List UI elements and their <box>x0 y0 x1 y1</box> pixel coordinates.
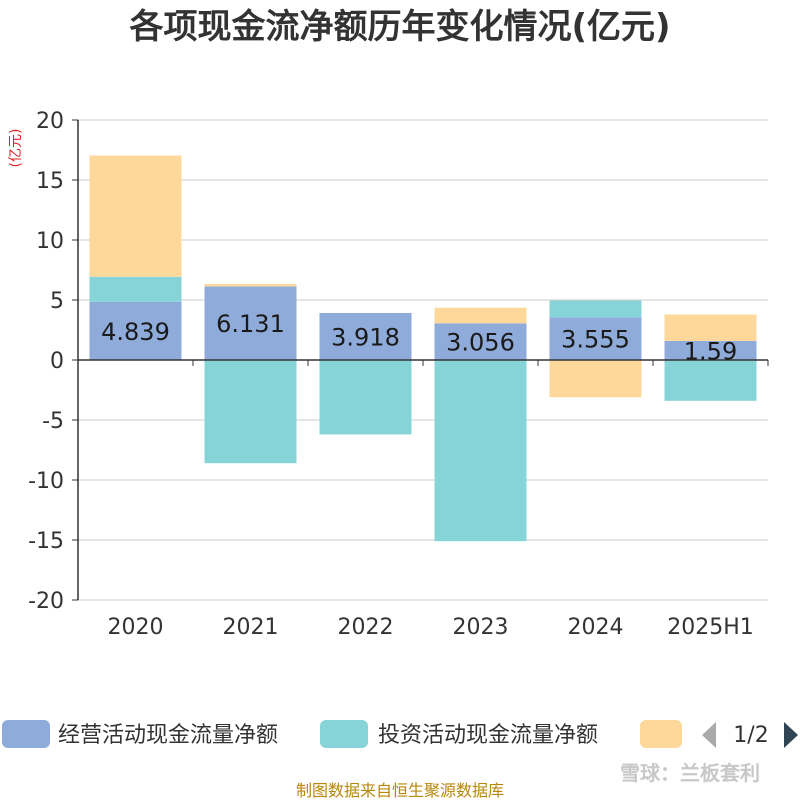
data-label: 3.056 <box>446 329 515 357</box>
bar-series1-2024[interactable] <box>549 300 642 318</box>
bar-series0-2023[interactable] <box>434 323 527 360</box>
legend-item-investing[interactable]: 投资活动现金流量净额 <box>320 720 598 748</box>
x-category-label: 2025H1 <box>667 615 754 640</box>
bar-series1-2022[interactable] <box>319 360 412 435</box>
bar-series2-2025H1[interactable] <box>664 314 757 341</box>
bar-series1-2023[interactable] <box>434 360 527 542</box>
y-tick-label: -15 <box>28 529 64 554</box>
x-category-label: 2020 <box>108 615 164 640</box>
legend-item-financing[interactable] <box>640 720 682 748</box>
bar-series0-2021[interactable] <box>204 286 297 360</box>
bars <box>89 155 757 542</box>
legend: 经营活动现金流量净额 投资活动现金流量净额 1/2 <box>2 720 798 748</box>
watermark: 雪球：兰板套利 <box>620 761 760 785</box>
y-tick-label: 15 <box>36 169 64 194</box>
bar-series0-2022[interactable] <box>319 312 412 360</box>
legend-swatch-financing <box>640 720 682 748</box>
bar-series2-2024[interactable] <box>549 360 642 398</box>
y-tick-label: 0 <box>50 349 64 374</box>
data-labels: 4.839 6.131 3.918 3.056 3.555 1.59 <box>101 310 737 365</box>
x-category-label: 2022 <box>338 615 394 640</box>
bar-series1-2025H1[interactable] <box>664 360 757 401</box>
legend-prev-icon[interactable] <box>702 722 716 748</box>
data-label: 3.555 <box>561 326 630 354</box>
x-category-label: 2023 <box>453 615 509 640</box>
data-label: 6.131 <box>216 310 285 338</box>
bar-series0-2024[interactable] <box>549 317 642 360</box>
chart-title: 各项现金流净额历年变化情况(亿元) <box>129 7 670 47</box>
axes <box>77 120 769 600</box>
data-source: 制图数据来自恒生聚源数据库 <box>296 781 504 800</box>
legend-label-investing: 投资活动现金流量净额 <box>378 723 598 748</box>
y-tick-label: 10 <box>36 229 64 254</box>
data-label: 3.918 <box>331 323 400 351</box>
bar-series0-2025H1[interactable] <box>664 340 757 360</box>
y-tick-label: 20 <box>36 109 64 134</box>
legend-item-operating[interactable]: 经营活动现金流量净额 <box>2 720 278 748</box>
y-tick-label: -20 <box>28 589 64 614</box>
y-axis-ticks: 20 15 10 5 0 -5 -10 -15 -20 <box>28 109 78 614</box>
gridlines <box>78 119 768 601</box>
y-tick-label: -10 <box>28 469 64 494</box>
x-category-label: 2024 <box>568 615 624 640</box>
y-axis-unit: (亿元) <box>8 129 24 168</box>
y-tick-label: -5 <box>42 409 64 434</box>
legend-swatch-investing <box>320 720 368 748</box>
legend-label-operating: 经营活动现金流量净额 <box>58 723 278 748</box>
bar-series2-2021[interactable] <box>204 284 297 287</box>
legend-next-icon[interactable] <box>784 722 798 748</box>
bar-series1-2021[interactable] <box>204 360 297 464</box>
data-label: 1.59 <box>684 337 737 365</box>
bar-series1-2020[interactable] <box>89 276 182 302</box>
y-tick-label: 5 <box>50 289 64 314</box>
bar-series0-2020[interactable] <box>89 301 182 360</box>
x-category-label: 2021 <box>223 615 279 640</box>
bar-series2-2023[interactable] <box>434 307 527 324</box>
legend-swatch-operating <box>2 720 50 748</box>
data-label: 4.839 <box>101 318 170 346</box>
legend-page-indicator: 1/2 <box>733 723 768 748</box>
x-axis-categories: 2020 2021 2022 2023 2024 2025H1 <box>108 615 754 640</box>
bar-series2-2020[interactable] <box>89 155 182 277</box>
